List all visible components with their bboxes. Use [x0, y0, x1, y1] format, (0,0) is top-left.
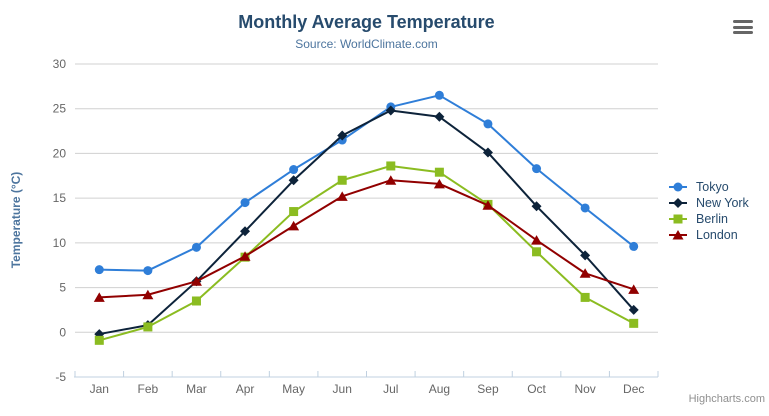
hamburger-bar [733, 25, 753, 29]
hamburger-bar [733, 31, 753, 34]
x-axis-tick-label: Jan [90, 382, 109, 396]
data-point-london-dec[interactable] [628, 284, 640, 294]
data-point-berlin-jul[interactable] [386, 161, 396, 171]
series-line-new-york[interactable] [98, 109, 635, 336]
data-point-london-oct[interactable] [531, 235, 543, 245]
data-point-london-jun[interactable] [336, 191, 348, 201]
legend-item-berlin[interactable]: Berlin [669, 211, 749, 227]
data-point-london-sep[interactable] [482, 200, 494, 210]
x-axis-tick-label: Apr [236, 382, 255, 396]
data-point-london-jan[interactable] [93, 292, 105, 302]
chart-subtitle: Source: WorldClimate.com [295, 37, 438, 51]
legend-marker [673, 182, 683, 192]
data-point-tokyo-sep[interactable] [483, 119, 493, 129]
y-axis-tick-label: 5 [59, 281, 66, 295]
data-point-new-york-sep[interactable] [482, 147, 493, 158]
data-point-berlin-jun[interactable] [337, 175, 347, 185]
y-axis-tick-label: 20 [53, 146, 67, 160]
data-point-london-may[interactable] [288, 220, 300, 231]
data-point-new-york-may[interactable] [288, 175, 299, 186]
data-point-berlin-aug[interactable] [434, 167, 444, 177]
data-point-new-york-aug[interactable] [434, 111, 445, 122]
data-point-tokyo-mar[interactable] [191, 242, 201, 252]
legend-item-new-york[interactable]: New York [669, 195, 749, 211]
data-point-new-york-jun[interactable] [337, 130, 348, 141]
x-axis-tick-label: Feb [138, 382, 159, 396]
legend-item-london[interactable]: London [669, 227, 749, 243]
legend-symbol-square-icon [669, 214, 687, 224]
data-point-london-nov[interactable] [579, 268, 591, 278]
y-axis-tick-label: -5 [55, 370, 66, 384]
y-axis-tick-label: 30 [53, 57, 67, 71]
x-axis-tick-label: Nov [574, 382, 595, 396]
y-axis-tick-label: 25 [53, 102, 67, 116]
x-axis-tick-label: Dec [623, 382, 644, 396]
data-point-tokyo-feb[interactable] [143, 266, 153, 276]
y-axis-tick-label: 15 [53, 191, 67, 205]
data-point-london-mar[interactable] [190, 276, 202, 286]
data-point-tokyo-oct[interactable] [532, 164, 542, 174]
chart-title: Monthly Average Temperature [238, 12, 495, 32]
data-point-new-york-apr[interactable] [240, 226, 251, 237]
data-point-berlin-feb[interactable] [143, 322, 153, 332]
data-point-berlin-mar[interactable] [191, 296, 201, 306]
legend-symbol-triangle-icon [669, 230, 687, 240]
legend-item-label: Tokyo [696, 180, 729, 194]
legend-item-label: London [696, 228, 738, 242]
data-point-new-york-nov[interactable] [580, 250, 591, 261]
legend: Tokyo New York Berlin London [669, 179, 749, 243]
legend-symbol-diamond-icon [669, 198, 687, 208]
y-axis-title: Temperature (°C) [9, 172, 23, 269]
x-axis-tick-label: Aug [429, 382, 450, 396]
data-point-new-york-jul[interactable] [385, 105, 396, 116]
legend-marker [672, 230, 684, 240]
data-point-london-feb[interactable] [142, 289, 154, 300]
data-point-london-apr[interactable] [239, 251, 251, 261]
data-point-new-york-oct[interactable] [531, 201, 542, 212]
data-point-tokyo-apr[interactable] [240, 198, 250, 208]
data-point-berlin-nov[interactable] [580, 292, 590, 302]
x-axis-tick-label: Mar [186, 382, 207, 396]
export-hamburger-icon[interactable] [733, 20, 753, 34]
legend-marker [673, 198, 683, 208]
y-axis-tick-label: 0 [59, 325, 66, 339]
data-point-new-york-dec[interactable] [628, 304, 639, 315]
hamburger-bar [733, 20, 753, 23]
y-axis-tick-label: 10 [53, 236, 67, 250]
x-axis-tick-label: May [282, 382, 305, 396]
data-point-tokyo-aug[interactable] [434, 90, 444, 100]
data-point-berlin-jan[interactable] [94, 335, 104, 345]
x-axis-tick-label: Jul [383, 382, 398, 396]
legend-marker [673, 214, 683, 224]
legend-item-label: New York [696, 196, 749, 210]
series-line-berlin[interactable] [98, 164, 635, 342]
x-axis-tick-label: Sep [477, 382, 499, 396]
data-point-tokyo-nov[interactable] [580, 203, 590, 213]
legend-item-label: Berlin [696, 212, 728, 226]
data-point-tokyo-dec[interactable] [629, 241, 639, 251]
series-line-tokyo[interactable] [98, 94, 635, 272]
data-point-london-aug[interactable] [433, 178, 445, 189]
legend-symbol-circle-icon [669, 182, 687, 192]
data-point-berlin-oct[interactable] [532, 247, 542, 257]
x-axis-tick-label: Jun [333, 382, 352, 396]
data-point-berlin-may[interactable] [289, 207, 299, 217]
legend-item-tokyo[interactable]: Tokyo [669, 179, 749, 195]
x-axis-tick-label: Oct [527, 382, 546, 396]
series-line-london[interactable] [98, 179, 635, 299]
data-point-berlin-dec[interactable] [629, 318, 639, 328]
highcharts-credit-link[interactable]: Highcharts.com [688, 393, 765, 405]
data-point-london-jul[interactable] [385, 175, 397, 185]
data-point-tokyo-may[interactable] [289, 165, 299, 175]
data-point-tokyo-jan[interactable] [94, 265, 104, 275]
